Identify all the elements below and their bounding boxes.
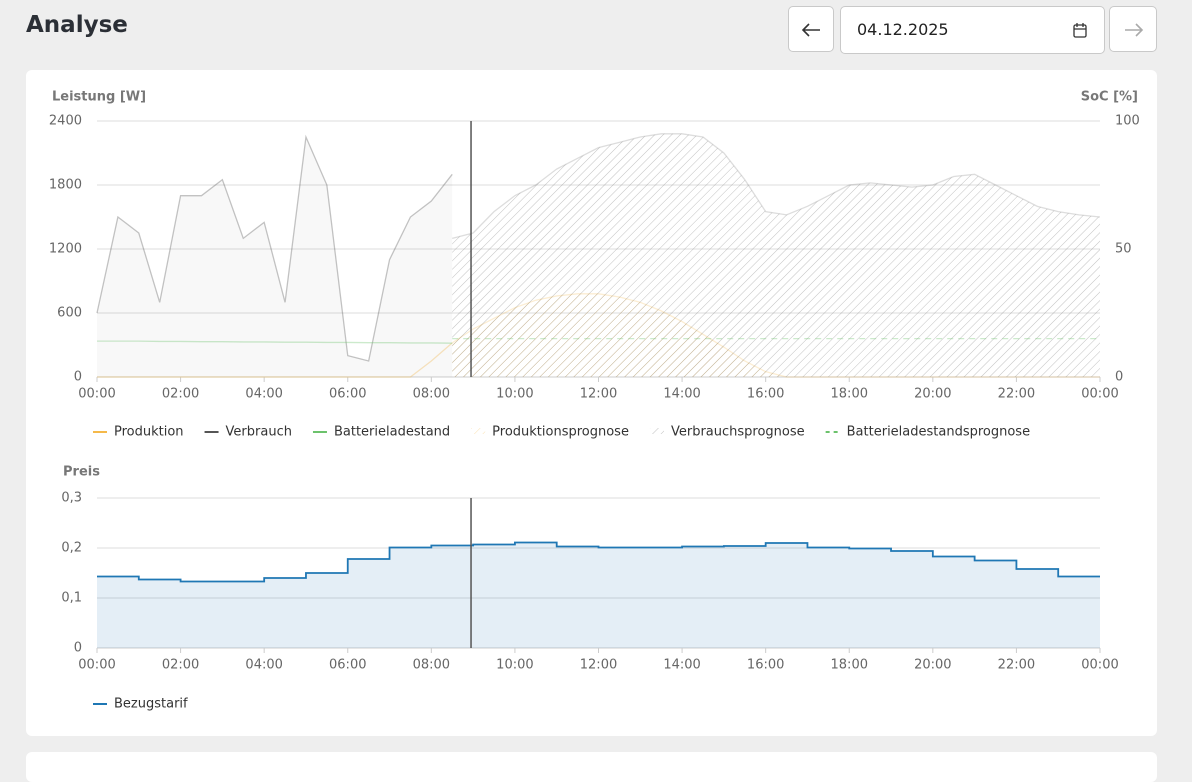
- legend-label: Batterieladestandsprognose: [847, 425, 1030, 440]
- previous-day-button[interactable]: [788, 6, 834, 52]
- x-tick-label: 16:00: [747, 658, 784, 673]
- x-tick-label: 00:00: [78, 658, 115, 673]
- arrow-right-icon: [1125, 23, 1144, 37]
- legend-swatch: [649, 428, 664, 434]
- charts: Leistung [W] SoC [%] 0 600 1200 1800 2400 0 50 10…: [49, 90, 1140, 712]
- x-tick-label: 08:00: [413, 387, 450, 402]
- y2-tick-label: 50: [1115, 242, 1132, 257]
- x-tick-label: 14:00: [663, 387, 700, 402]
- x-tick-label: 02:00: [162, 658, 199, 673]
- next-day-button[interactable]: [1109, 6, 1157, 52]
- y2-tick-label: 100: [1115, 114, 1140, 129]
- legend-label: Verbrauch: [226, 425, 292, 440]
- x-tick-label: 06:00: [329, 658, 366, 673]
- x-tick-label: 10:00: [496, 658, 533, 673]
- legend-label: Verbrauchsprognose: [671, 425, 805, 440]
- series-line: [97, 340, 453, 344]
- forecast-area: [452, 133, 1101, 377]
- x-tick-label: 06:00: [329, 387, 366, 402]
- y-tick-label: 0,2: [61, 541, 82, 556]
- y-tick-label: 0,3: [61, 491, 82, 506]
- y2-tick-label: 0: [1115, 370, 1123, 385]
- x-tick-label: 08:00: [413, 658, 450, 673]
- y-axis-title: Leistung [W]: [52, 90, 146, 105]
- calendar-icon: [1073, 23, 1087, 38]
- x-tick-label: 12:00: [580, 658, 617, 673]
- y-tick-label: 1800: [49, 178, 82, 193]
- x-tick-label: 00:00: [78, 387, 115, 402]
- y-tick-label: 1200: [49, 242, 82, 257]
- x-tick-label: 10:00: [496, 387, 533, 402]
- x-tick-label: 18:00: [831, 658, 868, 673]
- page-title: Analyse: [26, 12, 128, 38]
- x-tick-label: 20:00: [914, 658, 951, 673]
- arrow-left-icon: [801, 23, 820, 37]
- y-tick-label: 600: [57, 306, 82, 321]
- series-line: [97, 342, 453, 378]
- series-area: [97, 137, 453, 377]
- x-tick-label: 14:00: [663, 658, 700, 673]
- x-tick-label: 16:00: [747, 387, 784, 402]
- legend-swatch: [471, 428, 486, 434]
- x-tick-label: 12:00: [580, 387, 617, 402]
- x-tick-label: 02:00: [162, 387, 199, 402]
- date-value: 04.12.2025: [857, 20, 949, 39]
- x-tick-label: 22:00: [998, 658, 1035, 673]
- price-line: [97, 541, 1100, 583]
- page: {"header": {"title": "Analyse", "date": …: [26, 6, 1157, 782]
- x-tick-label: 00:00: [1081, 387, 1118, 402]
- forecast-line: [452, 133, 1101, 239]
- y-tick-label: 0: [74, 641, 82, 656]
- legend-label: Produktionsprognose: [492, 425, 629, 440]
- x-tick-label: 22:00: [998, 387, 1035, 402]
- legend-label: Produktion: [114, 425, 184, 440]
- x-tick-label: 20:00: [914, 387, 951, 402]
- y-axis-title: Preis: [63, 465, 100, 480]
- legend-label: Bezugstarif: [114, 697, 188, 712]
- x-tick-label: 04:00: [245, 387, 282, 402]
- y2-axis-title: SoC [%]: [1081, 90, 1138, 105]
- y-tick-label: 0: [74, 370, 82, 385]
- legend-label: Batterieladestand: [334, 425, 450, 440]
- x-tick-label: 18:00: [831, 387, 868, 402]
- x-tick-label: 00:00: [1081, 658, 1118, 673]
- price-area: [97, 542, 1100, 648]
- y-tick-label: 0,1: [61, 591, 82, 606]
- series-line: [96, 134, 453, 362]
- x-tick-label: 04:00: [245, 658, 282, 673]
- date-input[interactable]: 04.12.2025: [840, 6, 1105, 54]
- y-tick-label: 2400: [49, 114, 82, 129]
